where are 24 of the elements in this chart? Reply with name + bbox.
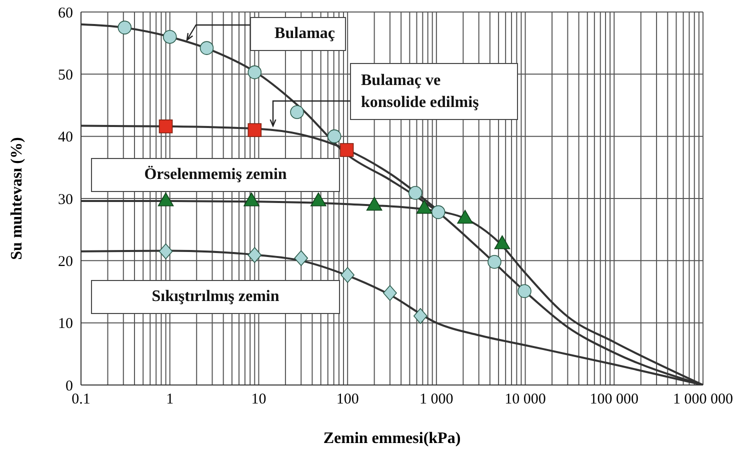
label-box: Örselenmemiş zemin [91, 158, 340, 192]
x-tick-label: 100 000 [590, 392, 639, 408]
y-tick-label: 20 [58, 254, 73, 270]
label-box: Bulamaç ve konsolide edilmiş [350, 63, 518, 120]
y-tick-label: 10 [58, 316, 73, 332]
label-box: Sıkıştırılmış zemin [91, 280, 340, 314]
x-tick-label: 1 [166, 392, 174, 408]
y-tick-label: 40 [58, 130, 73, 146]
series-label: Bulamaç [274, 24, 335, 44]
label-box: Bulamaç [250, 17, 346, 51]
y-tick-label: 60 [58, 5, 73, 22]
x-tick-label: 100 [336, 392, 359, 408]
y-tick-label: 30 [58, 192, 73, 208]
series-label: Örselenmemiş zemin [144, 164, 287, 185]
series-label: Sıkıştırılmış zemin [152, 287, 280, 307]
y-tick-label: 0 [66, 378, 73, 394]
x-tick-label: 10 [251, 392, 266, 408]
x-tick-label: 0.1 [72, 392, 90, 408]
x-axis-title: Zemin emmesi(kPa) [323, 430, 461, 447]
x-tick-label: 1 000 000 [673, 392, 733, 408]
x-tick-label: 10 000 [504, 392, 546, 408]
y-axis-title: Su muhtevası (%) [8, 137, 26, 260]
y-tick-label: 50 [58, 67, 73, 84]
x-tick-label: 1 000 [420, 392, 454, 408]
